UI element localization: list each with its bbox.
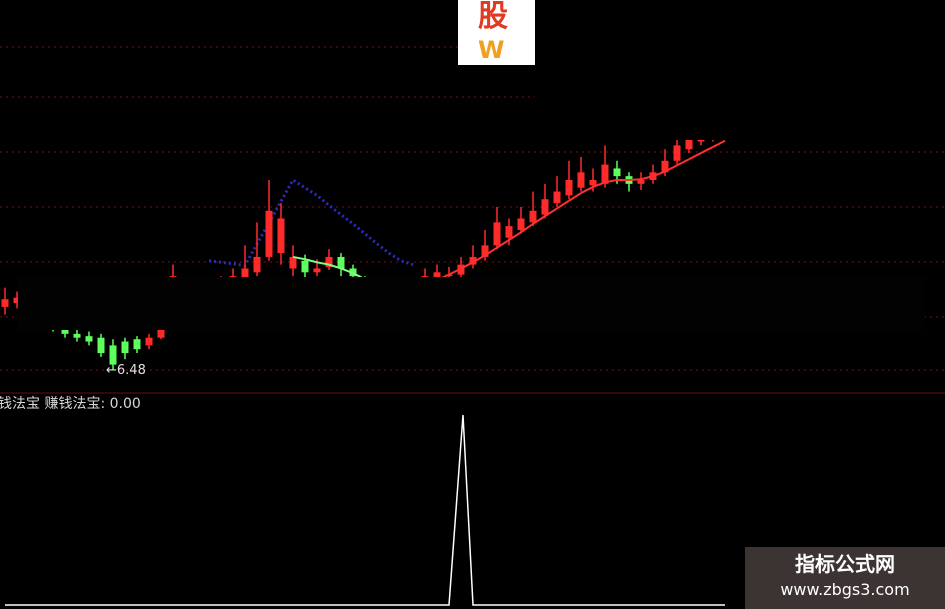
indicator-value: 0.00	[109, 396, 141, 412]
candle-up	[289, 256, 297, 269]
moving-average-segment	[556, 199, 570, 210]
moving-average-segment	[688, 152, 702, 161]
candle-down	[97, 337, 105, 354]
moving-average-segment	[448, 267, 462, 276]
candle-down	[301, 260, 309, 273]
moving-average-segment	[532, 215, 546, 225]
candle-up	[589, 180, 597, 186]
moving-average-segment	[340, 267, 354, 275]
logo-text-2: W	[478, 36, 505, 64]
candle-up	[145, 337, 153, 346]
candle-down	[73, 333, 81, 338]
candle-up	[553, 191, 561, 204]
candle-up	[265, 210, 273, 257]
moving-average-segment	[460, 261, 474, 270]
redaction-box	[535, 0, 945, 140]
indicator-title-cut: 钱法宝	[0, 396, 40, 412]
candle-up	[529, 210, 537, 223]
candle-up	[685, 137, 693, 150]
candle-up	[565, 180, 573, 196]
candle-up	[637, 180, 645, 184]
moving-average-segment	[628, 178, 642, 181]
moving-average-segment	[520, 223, 534, 234]
moving-average-segment	[652, 170, 666, 178]
moving-average-segment	[544, 207, 558, 217]
moving-average-segment	[508, 231, 522, 241]
candle-up	[601, 164, 609, 184]
moving-average-segment	[640, 175, 654, 181]
trend-dotted-line	[208, 177, 414, 268]
candle-up	[493, 222, 501, 246]
logo: 股 W	[458, 0, 535, 65]
candle-up	[313, 268, 321, 273]
candle-up	[505, 226, 513, 238]
candle-down	[613, 168, 621, 177]
candle-up	[433, 272, 441, 280]
candle-down	[337, 256, 345, 269]
candle-down	[133, 339, 141, 350]
candle-up	[469, 256, 477, 265]
moving-average-segment	[580, 186, 594, 194]
candle-up	[13, 297, 21, 304]
candle-up	[157, 322, 165, 338]
moving-average-segment	[316, 261, 330, 266]
candle-up	[1, 299, 9, 307]
watermark-title: 指标公式网	[795, 552, 895, 576]
candle-up	[661, 160, 669, 173]
moving-average-segment	[292, 255, 306, 261]
low-price-marker: ←6.48	[106, 363, 146, 378]
moving-average-segment	[304, 258, 318, 264]
moving-average-segment	[496, 239, 510, 249]
candle-up	[277, 218, 285, 254]
moving-average-segment	[328, 263, 342, 270]
moving-average-segment	[676, 158, 690, 167]
moving-average-segment	[712, 139, 726, 148]
moving-average-segment	[472, 254, 486, 264]
candle-up	[577, 172, 585, 188]
candle-up	[673, 145, 681, 161]
moving-average-segment	[664, 164, 678, 173]
watermark-url: www.zbgs3.com	[780, 580, 910, 599]
candle-up	[541, 199, 549, 215]
candle-up	[517, 218, 525, 230]
moving-average-segment	[700, 146, 714, 154]
redaction-bar	[18, 277, 925, 330]
candle-up	[241, 268, 249, 280]
candle-down	[109, 345, 117, 365]
watermark: 指标公式网 www.zbgs3.com	[745, 547, 945, 609]
moving-average-segment	[484, 246, 498, 257]
moving-average-segment	[568, 192, 582, 202]
candle-up	[325, 256, 333, 267]
indicator-name: 赚钱法宝:	[44, 396, 106, 412]
candle-up	[253, 256, 261, 273]
moving-average-segment	[604, 179, 618, 184]
candle-down	[61, 326, 69, 334]
indicator-title: 钱法宝 赚钱法宝: 0.00	[0, 396, 141, 412]
indicator-line	[5, 414, 725, 606]
candle-up	[481, 245, 489, 257]
candle-up	[457, 264, 465, 275]
candle-down	[121, 341, 129, 354]
moving-average-segment	[592, 181, 606, 188]
candle-down	[85, 336, 93, 342]
logo-text-1: 股	[478, 0, 508, 34]
